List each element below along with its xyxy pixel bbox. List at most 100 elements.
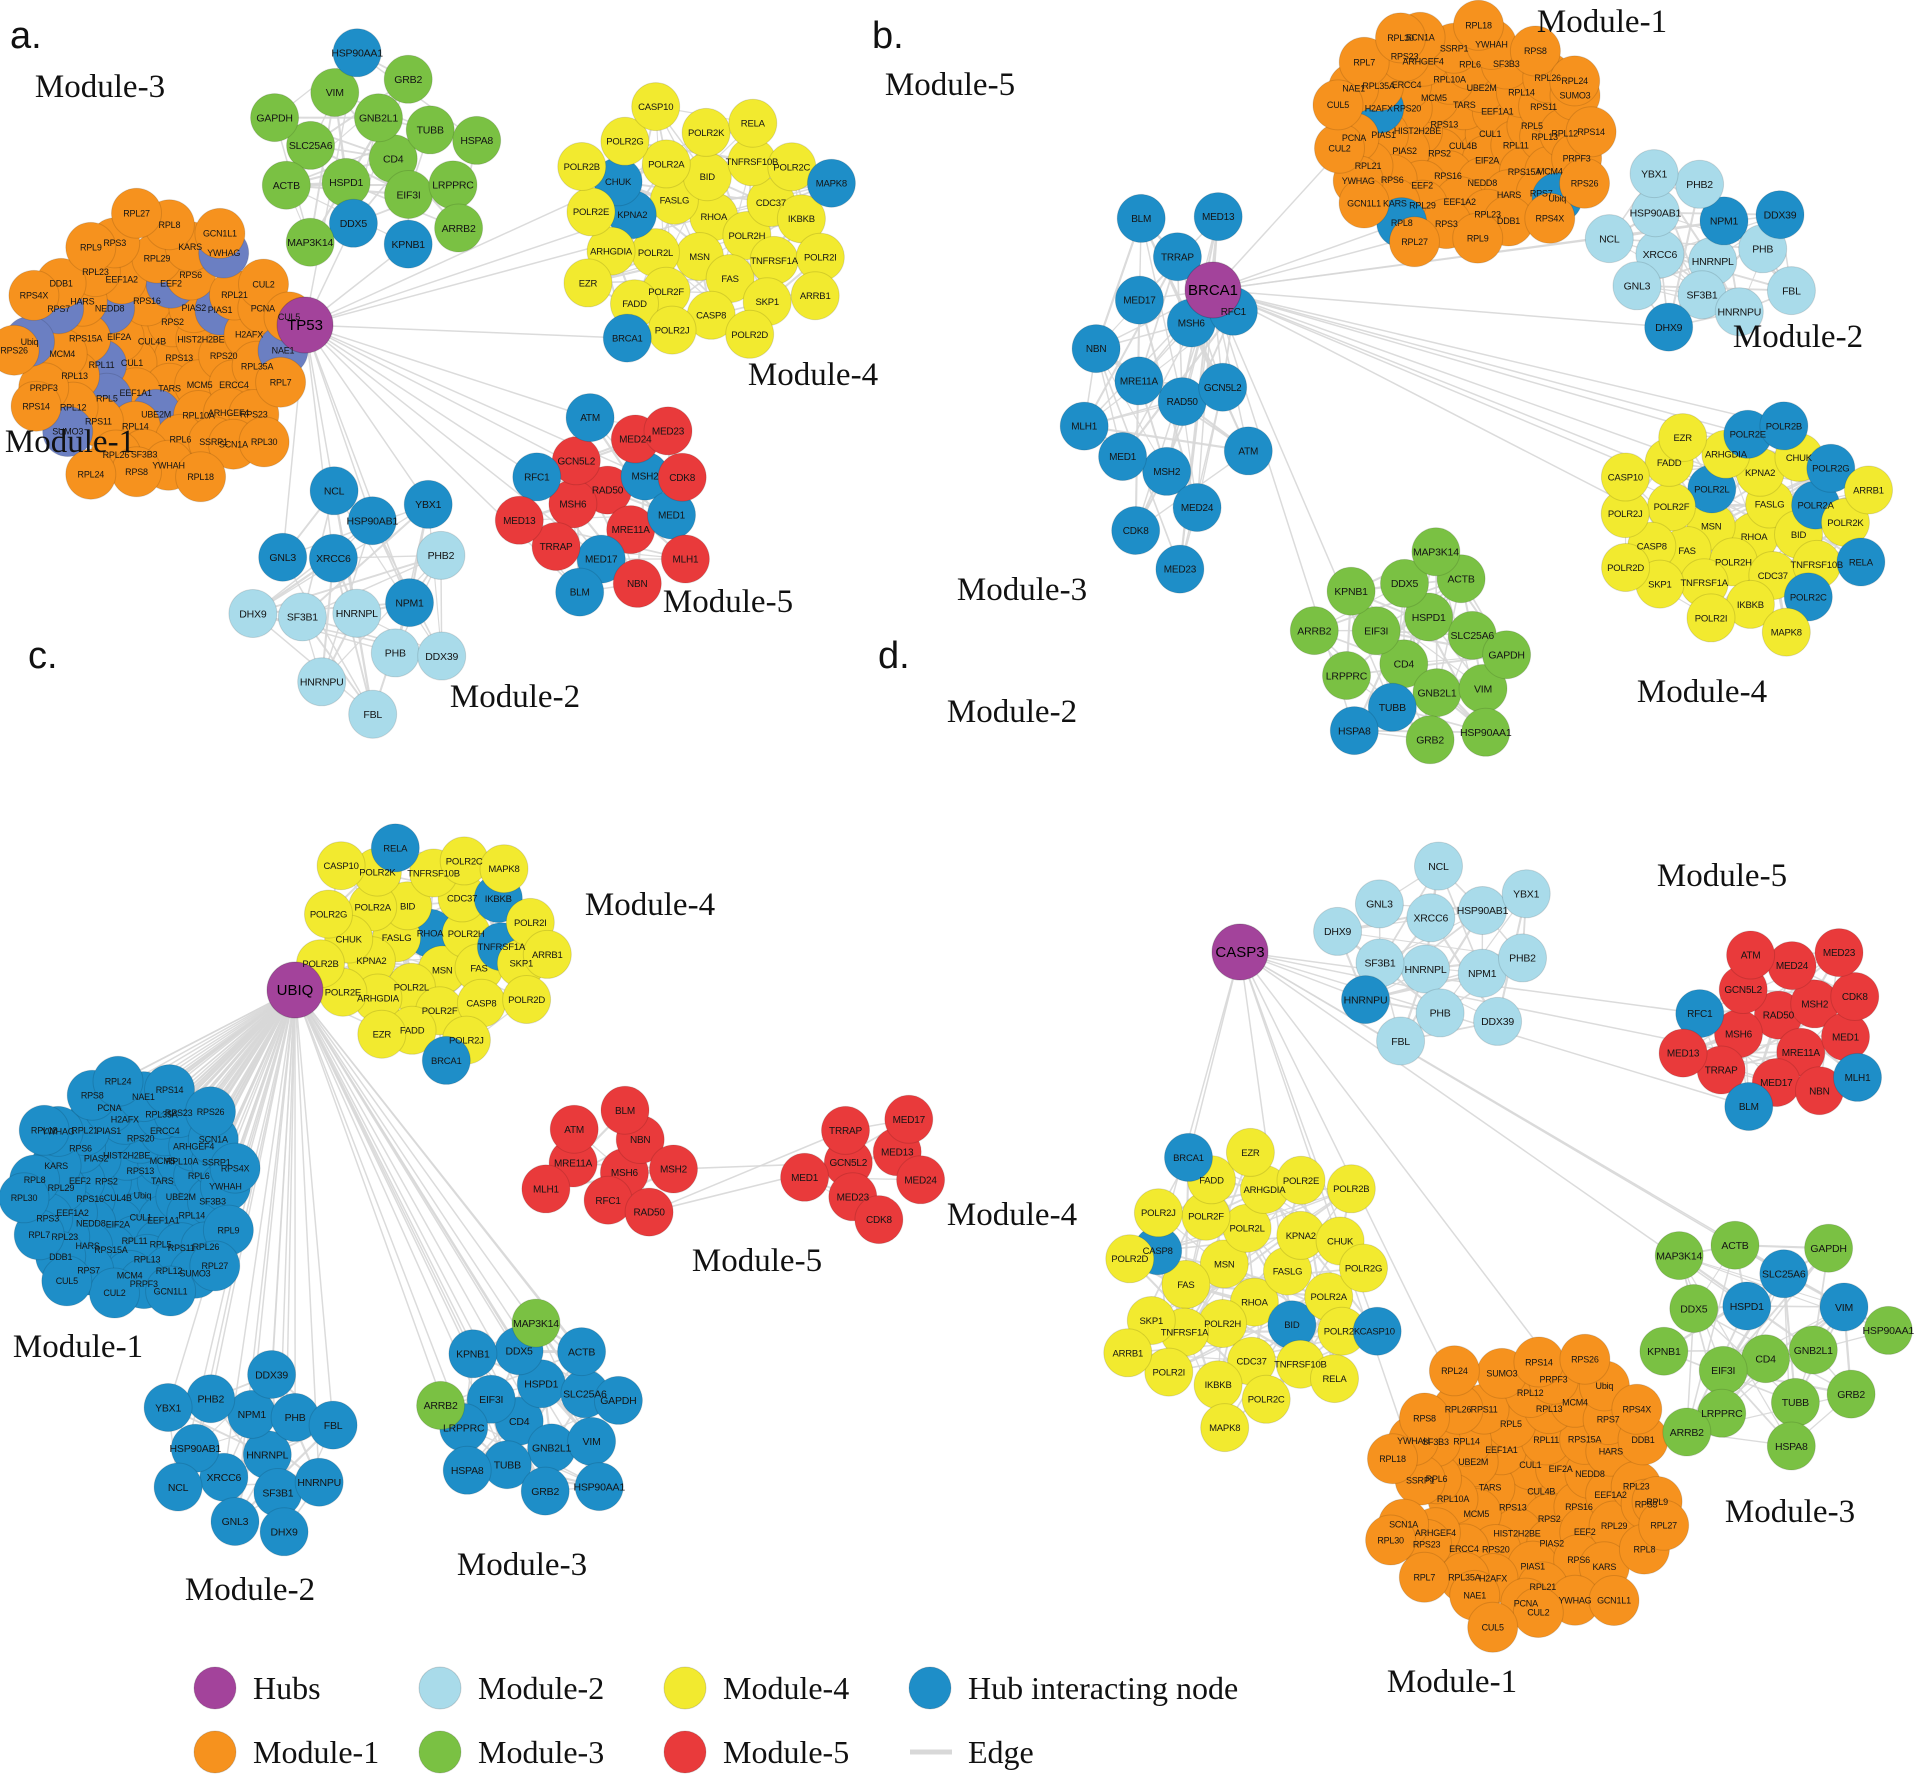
node-label-MSN: MSN bbox=[432, 965, 453, 976]
node-POLR2C bbox=[1241, 1374, 1291, 1424]
node-label-HIST2H2BE: HIST2H2BE bbox=[1394, 126, 1441, 136]
node-label-POLR2K: POLR2K bbox=[688, 128, 725, 139]
node-ATM bbox=[1726, 930, 1776, 980]
node-label-RPL29: RPL29 bbox=[144, 253, 171, 263]
node-label-POLR2L: POLR2L bbox=[638, 248, 673, 259]
nodes-layer-c bbox=[0, 823, 946, 1557]
node-label-MED23: MED23 bbox=[652, 427, 685, 438]
node-label-SUMO3: SUMO3 bbox=[179, 1269, 210, 1279]
node-ATM bbox=[565, 393, 615, 443]
node-label-HARS: HARS bbox=[75, 1241, 99, 1251]
hub-edge bbox=[304, 324, 602, 560]
node-label-FADD: FADD bbox=[1657, 458, 1682, 469]
node-label-EEF2: EEF2 bbox=[69, 1176, 91, 1186]
node-POLR2J bbox=[1133, 1188, 1183, 1238]
node-label-MAP3K14: MAP3K14 bbox=[1656, 1250, 1702, 1262]
node-label-RPL24: RPL24 bbox=[1441, 1366, 1468, 1376]
node-label-RPL8: RPL8 bbox=[24, 1175, 46, 1185]
node-HNRNPL bbox=[332, 588, 382, 638]
node-MED1 bbox=[780, 1152, 830, 1202]
node-TUBB bbox=[405, 105, 455, 155]
node-label-POLR2J: POLR2J bbox=[655, 326, 690, 337]
node-label-ARHGEF4: ARHGEF4 bbox=[173, 1141, 214, 1151]
node-label-PRPF3: PRPF3 bbox=[1563, 154, 1591, 164]
node-label-EEF1A1: EEF1A1 bbox=[120, 388, 153, 398]
node-label-POLR2G: POLR2G bbox=[310, 910, 347, 921]
node-label-FAS: FAS bbox=[721, 274, 738, 285]
node-RPS8 bbox=[1399, 1392, 1450, 1444]
node-HSP90AA1 bbox=[1461, 707, 1511, 757]
node-label-ATM: ATM bbox=[1238, 447, 1258, 458]
node-label-RHOA: RHOA bbox=[1241, 1298, 1269, 1309]
node-GCN1L1 bbox=[145, 1265, 197, 1317]
node-label-NBN: NBN bbox=[1086, 344, 1107, 355]
node-label-HNRNPL: HNRNPL bbox=[336, 608, 378, 620]
node-label-EIF3I: EIF3I bbox=[396, 189, 420, 201]
node-label-RPS7: RPS7 bbox=[1530, 189, 1553, 199]
node-RPS4X bbox=[209, 1142, 261, 1194]
node-NCL bbox=[1584, 214, 1634, 264]
node-label-HSPD1: HSPD1 bbox=[1412, 612, 1446, 624]
node-label-ARHGEF4: ARHGEF4 bbox=[208, 408, 249, 418]
node-label-MED23: MED23 bbox=[837, 1192, 870, 1203]
node-label-CUL1: CUL1 bbox=[1479, 129, 1501, 139]
node-label-RPL13: RPL13 bbox=[134, 1255, 161, 1265]
node-label-SLC25A6: SLC25A6 bbox=[1762, 1269, 1806, 1281]
node-MED13 bbox=[1193, 192, 1243, 242]
node-label-HSPA8: HSPA8 bbox=[1338, 725, 1371, 737]
node-label-EEF1A1: EEF1A1 bbox=[147, 1216, 180, 1226]
node-label-GAPDH: GAPDH bbox=[1488, 649, 1524, 661]
hub-edge bbox=[304, 324, 591, 419]
node-RPS26 bbox=[1559, 1333, 1611, 1385]
node-label-MSH6: MSH6 bbox=[1178, 319, 1206, 330]
node-label-RPS2: RPS2 bbox=[161, 317, 184, 327]
node-POLR2D bbox=[1105, 1234, 1155, 1284]
node-RPL9 bbox=[65, 221, 117, 273]
node-label-RPL30: RPL30 bbox=[1387, 33, 1414, 43]
node-label-RPL5: RPL5 bbox=[150, 1240, 172, 1250]
node-HSP90AA1 bbox=[332, 28, 382, 78]
node-label-Ubiq: Ubiq bbox=[134, 1190, 152, 1200]
node-label-HSP90AB1: HSP90AB1 bbox=[347, 516, 399, 528]
node-HSP90AA1 bbox=[1863, 1305, 1913, 1355]
node-label-NAE1: NAE1 bbox=[1342, 83, 1365, 93]
node-label-GRB2: GRB2 bbox=[531, 1486, 559, 1498]
node-label-NAE1: NAE1 bbox=[272, 346, 295, 356]
node-EZR bbox=[1225, 1127, 1275, 1177]
node-label-RPS11: RPS11 bbox=[1471, 1404, 1498, 1414]
node-RPL7 bbox=[1338, 36, 1390, 88]
node-label-MSH2: MSH2 bbox=[1801, 1000, 1829, 1011]
node-YBX1 bbox=[1501, 869, 1551, 919]
node-label-POLR2H: POLR2H bbox=[728, 231, 765, 242]
node-MED23 bbox=[1814, 928, 1864, 978]
hub-edge bbox=[234, 989, 296, 1169]
node-label-TNFRSF10B: TNFRSF10B bbox=[407, 868, 460, 879]
node-label-BID: BID bbox=[1791, 530, 1807, 541]
node-label-VIM: VIM bbox=[1474, 683, 1492, 695]
node-label-RPL9: RPL9 bbox=[218, 1225, 240, 1235]
node-label-SSRP1: SSRP1 bbox=[202, 1158, 231, 1168]
node-label-POLR2J: POLR2J bbox=[1608, 509, 1643, 520]
node-BRCA1 bbox=[1164, 1132, 1213, 1182]
node-label-BLM: BLM bbox=[1131, 214, 1151, 225]
node-label-DDX39: DDX39 bbox=[255, 1369, 288, 1381]
node-label-HSP90AB1: HSP90AB1 bbox=[170, 1443, 222, 1455]
node-label-YBX1: YBX1 bbox=[1513, 889, 1539, 901]
node-label-RPL35A: RPL35A bbox=[241, 361, 274, 371]
node-label-EZR: EZR bbox=[1673, 433, 1692, 444]
node-RPS4X bbox=[1524, 192, 1576, 244]
node-label-RPS7: RPS7 bbox=[77, 1265, 100, 1275]
node-label-POLR2D: POLR2D bbox=[1607, 563, 1644, 574]
node-RPS26 bbox=[0, 324, 40, 376]
node-label-SKP1: SKP1 bbox=[510, 959, 534, 970]
node-EZR bbox=[357, 1009, 407, 1059]
node-label-NBN: NBN bbox=[630, 1135, 651, 1146]
node-label-GRB2: GRB2 bbox=[1416, 735, 1444, 747]
node-DDX5 bbox=[328, 198, 378, 248]
node-label-TARS: TARS bbox=[151, 1176, 174, 1186]
node-GNL3 bbox=[210, 1497, 260, 1546]
node-KPNB1 bbox=[383, 219, 433, 269]
node-label-MAPK8: MAPK8 bbox=[1209, 1423, 1240, 1434]
node-label-POLR2G: POLR2G bbox=[1345, 1264, 1382, 1275]
node-label-ARHGDIA: ARHGDIA bbox=[590, 247, 633, 258]
